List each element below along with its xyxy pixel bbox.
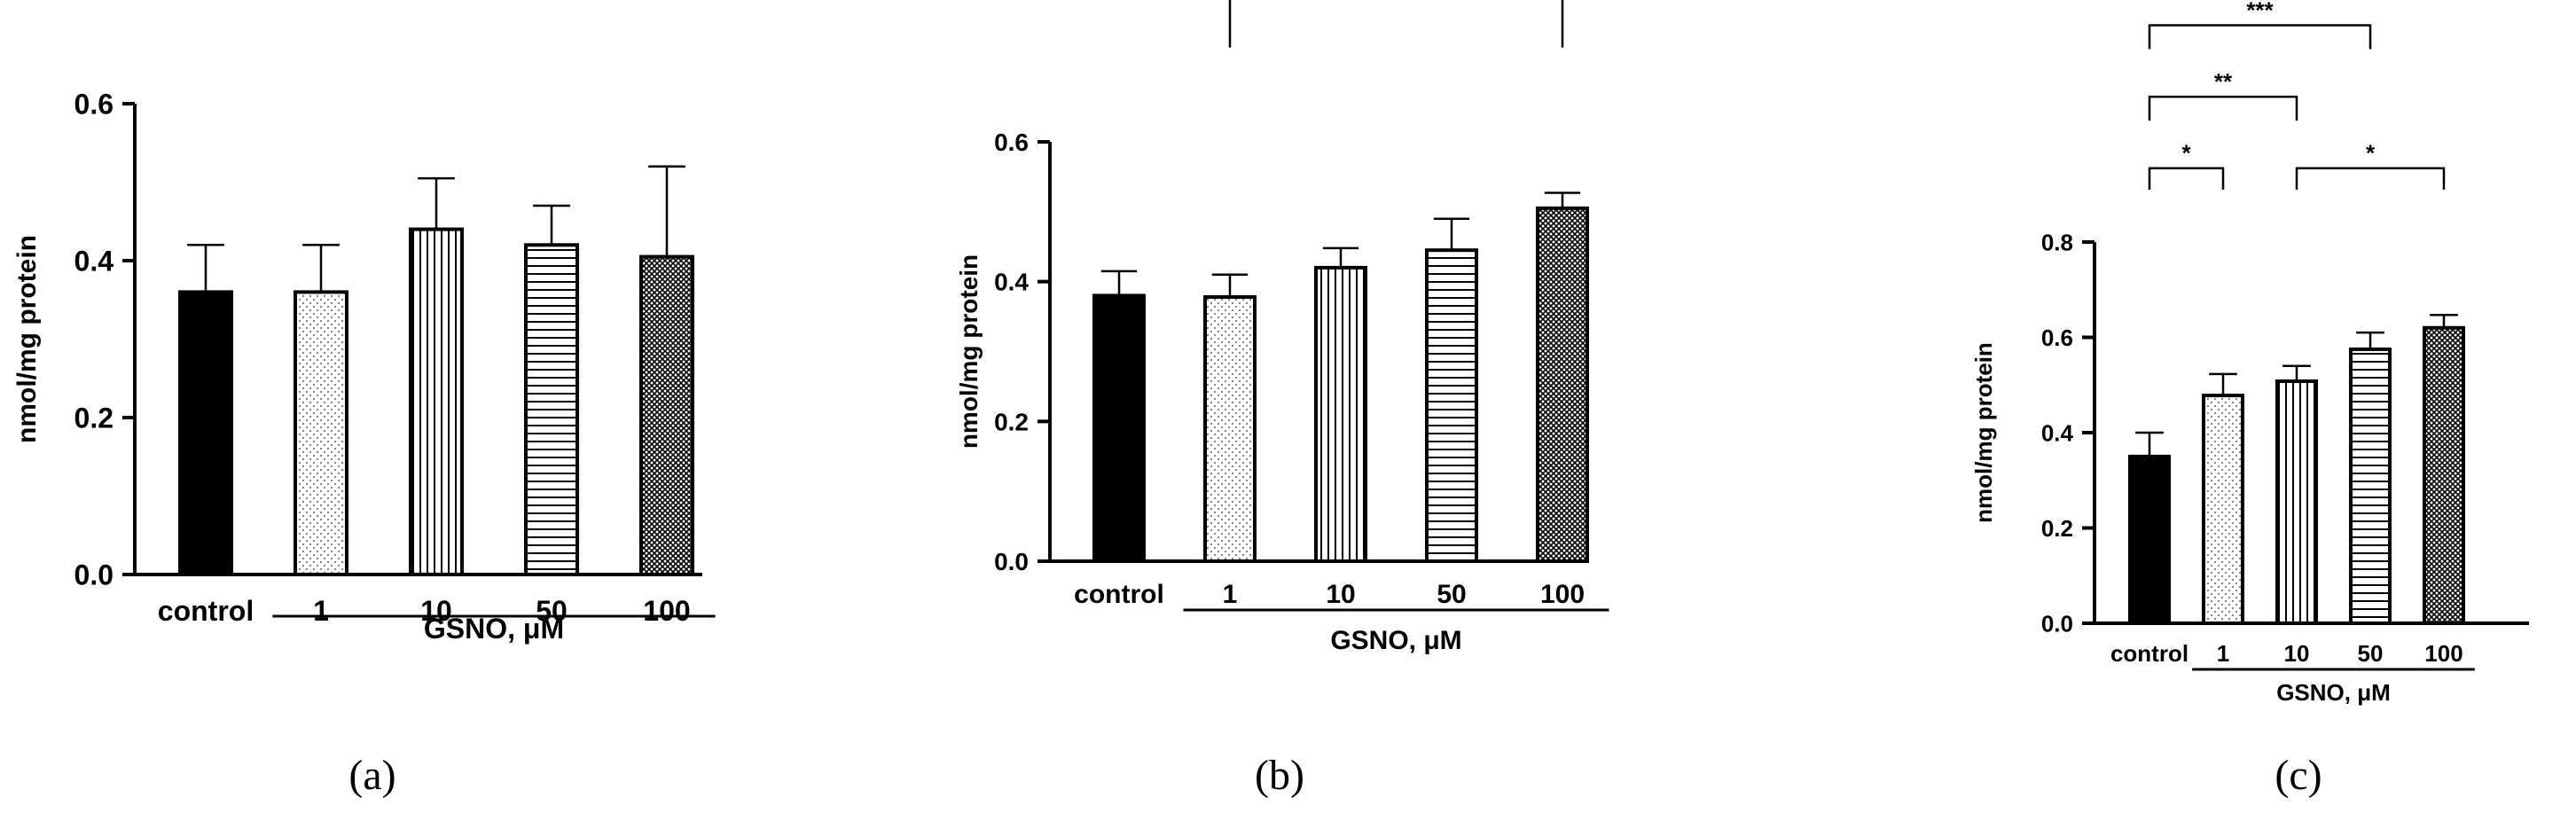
bar bbox=[1425, 248, 1478, 563]
bar bbox=[2349, 347, 2392, 625]
y-axis-label: nmol/mg protein bbox=[955, 254, 983, 449]
significance-label: * bbox=[2366, 140, 2376, 167]
y-axis-label: nmol/mg protein bbox=[12, 235, 42, 443]
bar bbox=[1092, 293, 1146, 563]
y-tick-label: 0.0 bbox=[2041, 610, 2073, 637]
category-label: 10 bbox=[420, 595, 452, 627]
y-tick-label: 0.4 bbox=[2041, 419, 2074, 446]
significance-bracket bbox=[2148, 24, 2372, 50]
bar bbox=[2275, 379, 2318, 625]
bar bbox=[1536, 206, 1589, 563]
significance-bracket bbox=[2295, 167, 2446, 190]
category-label: 50 bbox=[536, 595, 568, 627]
significance-bracket bbox=[2148, 95, 2298, 121]
bar bbox=[639, 254, 694, 576]
category-label: control bbox=[158, 595, 254, 627]
category-label: 50 bbox=[1437, 580, 1466, 609]
bar bbox=[1203, 295, 1257, 563]
category-label: 1 bbox=[2217, 640, 2229, 667]
bar bbox=[1314, 265, 1367, 563]
panel-b: 0.0 0.2 0.4 0.6 nmol/mg protein control 1 10 50 1… bbox=[955, 0, 1609, 799]
panel-label: (a) bbox=[348, 752, 395, 799]
y-tick-label: 0.6 bbox=[74, 89, 114, 121]
category-label: 1 bbox=[313, 595, 329, 627]
y-tick-label: 0.2 bbox=[2041, 515, 2073, 542]
bar bbox=[2423, 325, 2465, 625]
y-axis-label: nmol/mg protein bbox=[1970, 342, 1997, 523]
category-label: 10 bbox=[1326, 580, 1355, 609]
panel-label: (c) bbox=[2275, 752, 2322, 799]
category-label: control bbox=[2110, 640, 2188, 667]
significance-label: ** bbox=[2214, 68, 2233, 95]
panel-a: 0.0 0.2 0.4 0.6 nmol/mg protein control 1 10 50 1… bbox=[12, 89, 716, 799]
category-label: 100 bbox=[643, 595, 690, 627]
y-tick-label: 0.6 bbox=[2041, 324, 2073, 351]
significance-label: *** bbox=[2246, 0, 2274, 23]
category-label: control bbox=[1074, 580, 1164, 609]
significance-bracket bbox=[1228, 0, 1564, 48]
x-axis-label: GSNO, μM bbox=[2276, 679, 2391, 706]
category-label: 10 bbox=[2284, 640, 2310, 667]
y-tick-label: 0.2 bbox=[994, 408, 1029, 435]
significance-bracket bbox=[2148, 167, 2225, 190]
y-tick-label: 0.8 bbox=[2041, 229, 2073, 255]
y-tick-label: 0.6 bbox=[994, 129, 1029, 156]
category-label: 100 bbox=[2424, 640, 2462, 667]
panel-c: 0.0 0.2 0.4 0.6 0.8 nmol/mg protein control 1 10… bbox=[1970, 0, 2529, 799]
x-axis-label: GSNO, μM bbox=[424, 613, 564, 645]
bar bbox=[178, 290, 233, 576]
bar bbox=[2202, 394, 2244, 625]
category-label: 50 bbox=[2358, 640, 2384, 667]
y-tick-label: 0.2 bbox=[74, 403, 114, 434]
bar bbox=[524, 243, 579, 576]
bar bbox=[294, 290, 348, 576]
y-tick-label: 0.4 bbox=[74, 246, 114, 278]
bar bbox=[409, 227, 464, 576]
panel-label: (b) bbox=[1255, 752, 1304, 799]
category-label: 1 bbox=[1223, 580, 1238, 609]
category-label: 100 bbox=[1540, 580, 1585, 609]
x-axis-label: GSNO, μM bbox=[1330, 626, 1461, 655]
y-tick-label: 0.0 bbox=[994, 548, 1029, 575]
significance-label: * bbox=[2181, 140, 2191, 167]
bar bbox=[2128, 454, 2171, 625]
y-tick-label: 0.4 bbox=[994, 269, 1029, 296]
y-tick-label: 0.0 bbox=[74, 559, 114, 591]
